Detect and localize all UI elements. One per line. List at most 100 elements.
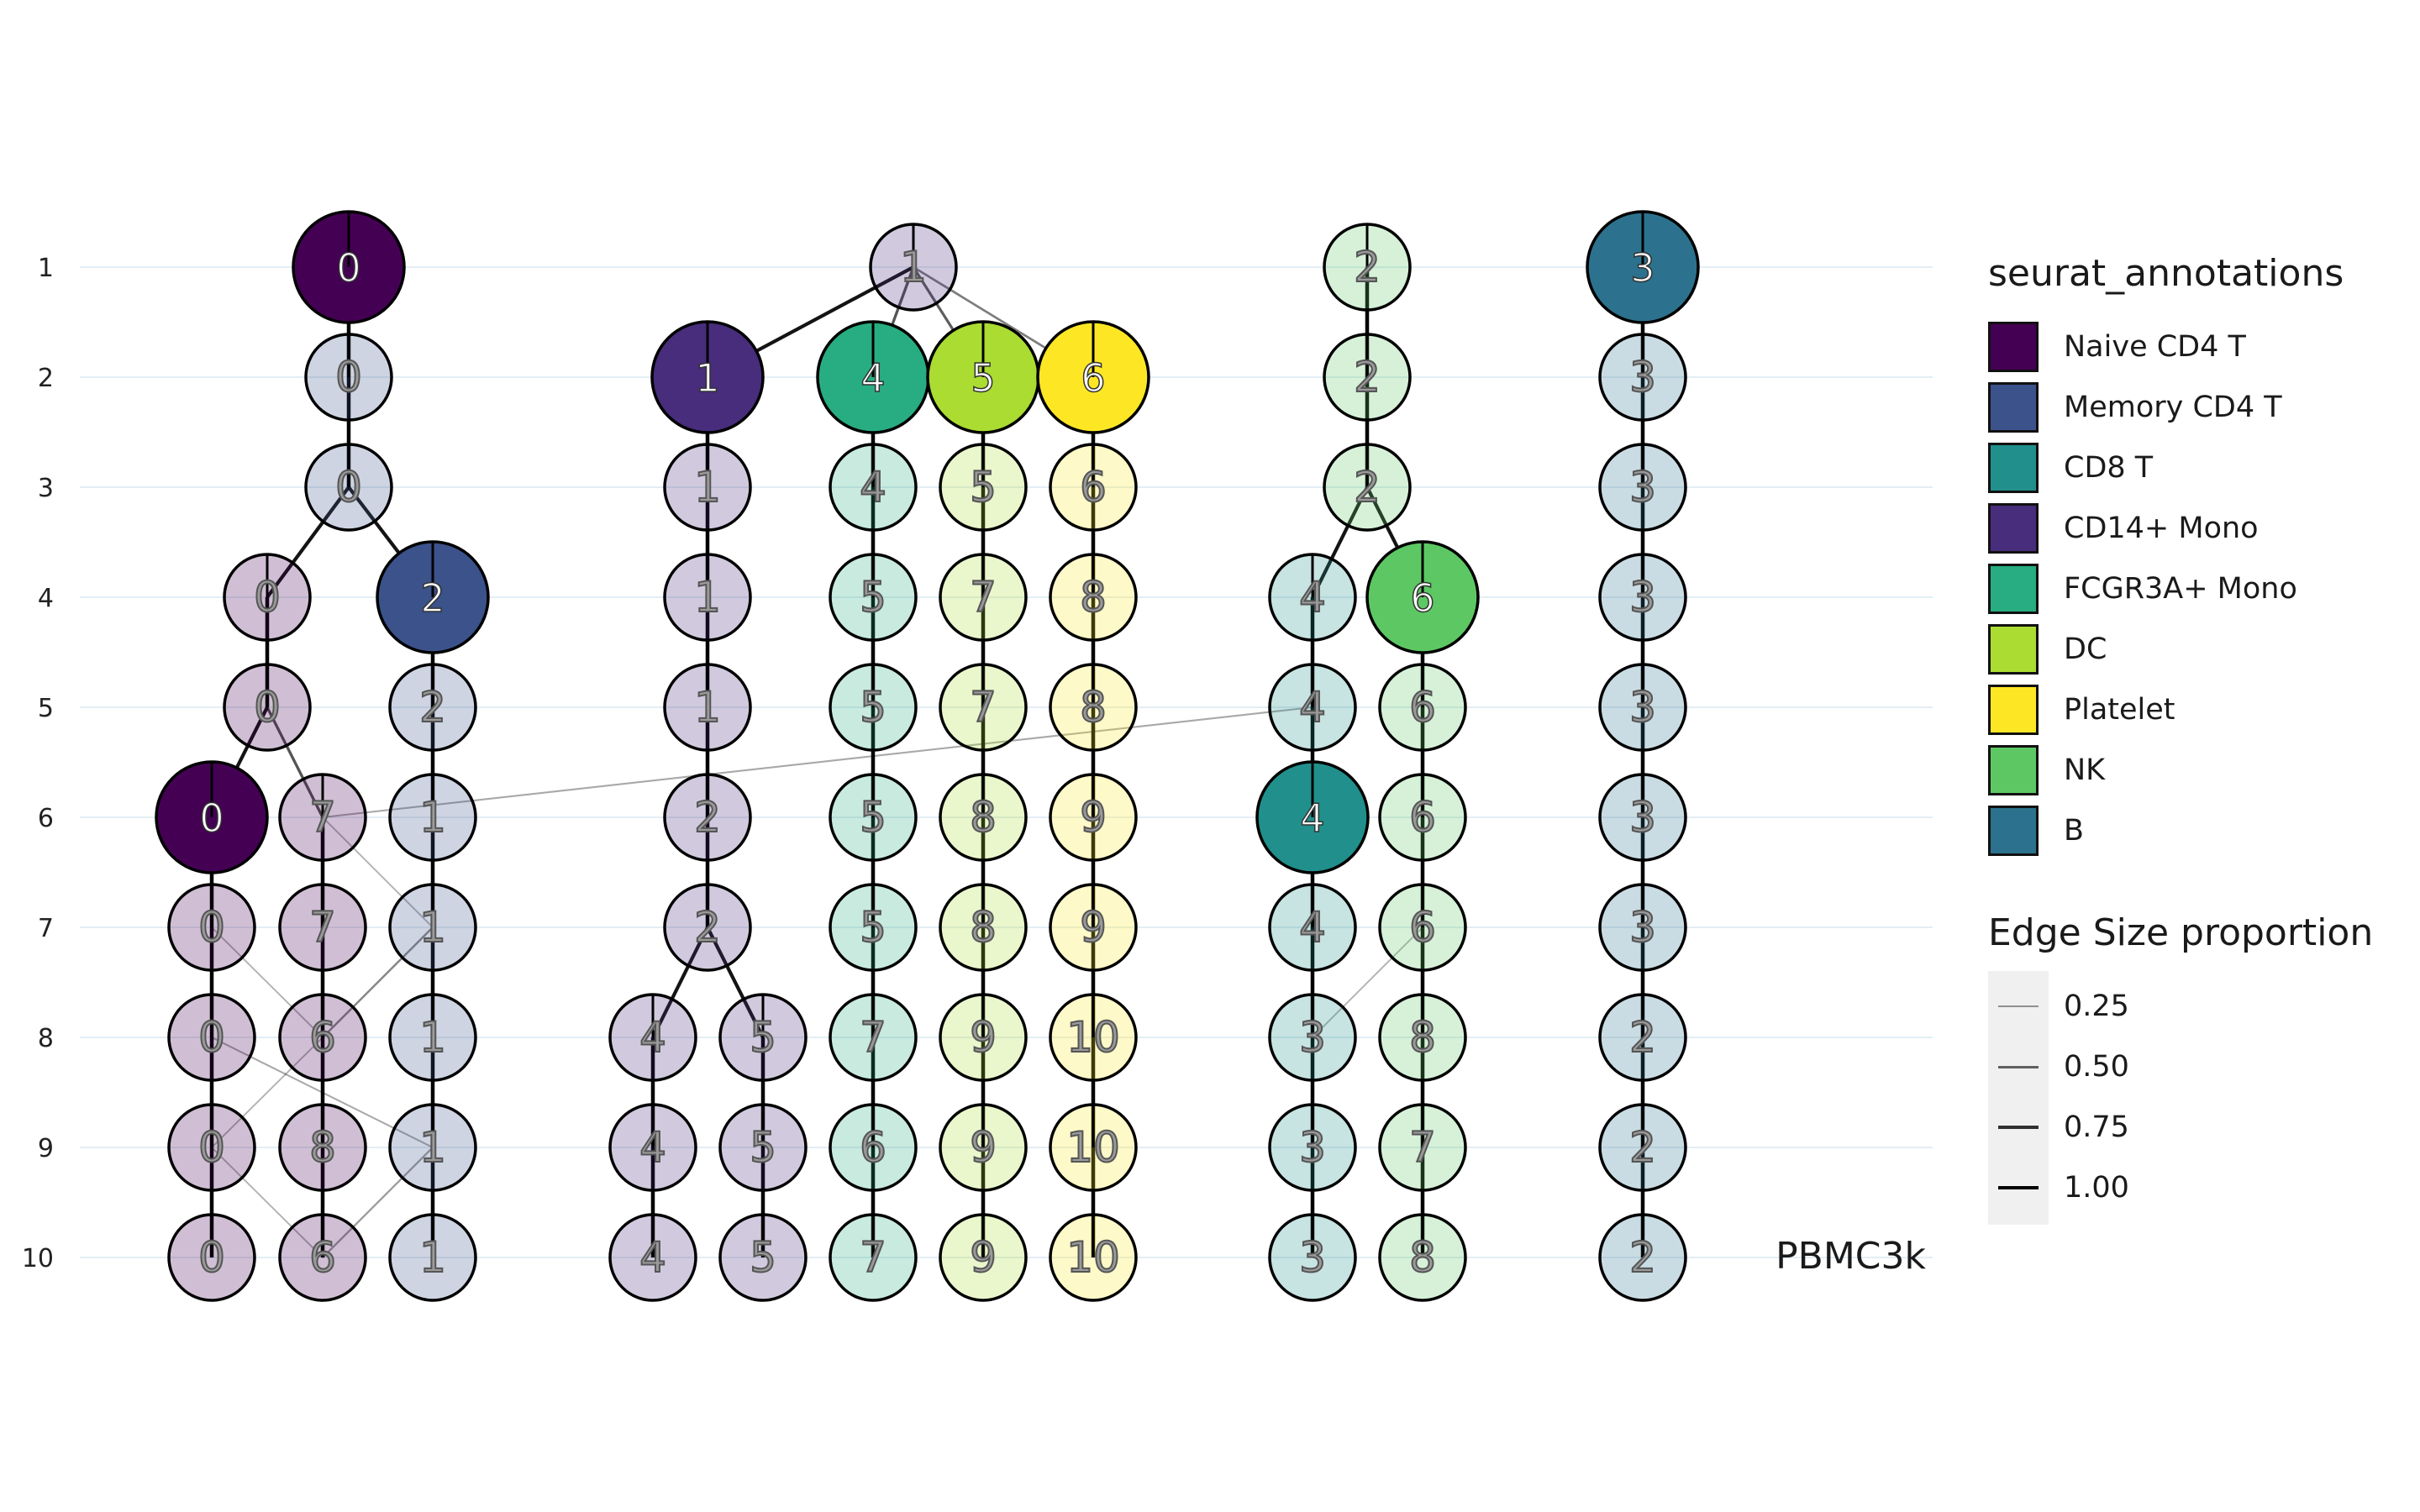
node-cluster-label: 9 (970, 1013, 997, 1062)
legend-item: Naive CD4 T (1988, 317, 2408, 377)
node-cluster-label: 7 (309, 793, 336, 842)
tree-node: 2 (1323, 223, 1412, 312)
edge-legend-items: 0.25 0.50 0.75 1.00 (1988, 976, 2408, 1218)
edge-legend-item: 0.50 (1988, 1037, 2408, 1097)
tree-node: 6 (1365, 540, 1480, 654)
node-cluster-label: 3 (1629, 463, 1656, 512)
tree-node: 3 (1268, 1213, 1357, 1302)
tree-node: 0 (167, 883, 256, 972)
node-cluster-label: 1 (694, 573, 721, 622)
tree-node: 3 (1598, 773, 1687, 862)
edge-legend-item: 0.25 (1988, 976, 2408, 1037)
legend-title: seurat_annotations (1988, 252, 2344, 295)
tree-node: 5 (829, 883, 918, 972)
tree-node: 1 (869, 223, 958, 312)
node-cluster-label: 5 (860, 573, 886, 622)
y-tick-label: 2 (38, 364, 54, 393)
legend-label: Memory CD4 T (2064, 391, 2282, 424)
edge-legend-line (1998, 1126, 2039, 1129)
edge-legend-line (1998, 1005, 2039, 1008)
edge-legend-item: 0.75 (1988, 1097, 2408, 1158)
node-cluster-label: 1 (419, 1123, 446, 1172)
node-cluster-label: 3 (1629, 353, 1656, 402)
node-cluster-label: 7 (970, 683, 997, 732)
node-cluster-label: 7 (309, 903, 336, 952)
node-cluster-label: 0 (198, 1233, 225, 1282)
legend-swatch (1988, 564, 2039, 614)
tree-node: 5 (926, 320, 1040, 434)
legend-swatch (1988, 806, 2039, 856)
node-cluster-label: 4 (860, 355, 885, 401)
tree-node: 5 (829, 773, 918, 862)
tree-node: 3 (1598, 553, 1687, 642)
tree-node: 1 (663, 663, 752, 752)
node-cluster-label: 6 (860, 1123, 886, 1172)
tree-node: 0 (223, 553, 312, 642)
tree-node: 6 (278, 1213, 367, 1302)
tree-node: 2 (1598, 1213, 1687, 1302)
legend-item: DC (1988, 619, 2408, 680)
tree-node: 6 (278, 993, 367, 1082)
edge-legend-line (1998, 1185, 2039, 1190)
tree-node: 3 (1586, 210, 1700, 324)
node-cluster-label: 3 (1299, 1123, 1326, 1172)
tree-edge (211, 1147, 324, 1258)
edge-legend-label: 1.00 (2064, 1171, 2129, 1205)
tree-node: 4 (1268, 883, 1357, 972)
node-cluster-label: 1 (419, 793, 446, 842)
tree-node: 1 (388, 773, 477, 862)
tree-node: 2 (1598, 993, 1687, 1082)
edge-legend-label: 0.25 (2064, 990, 2129, 1023)
legend-label: CD14+ Mono (2064, 512, 2259, 545)
tree-node: 9 (939, 1103, 1028, 1192)
tree-node: 0 (223, 663, 312, 752)
node-cluster-label: 2 (1354, 243, 1381, 291)
tree-node: 10 (1049, 993, 1138, 1082)
tree-node: 8 (1049, 553, 1138, 642)
node-cluster-label: 2 (694, 793, 721, 842)
tree-node: 6 (829, 1103, 918, 1192)
node-cluster-label: 5 (750, 1013, 776, 1062)
node-cluster-label: 2 (420, 575, 445, 621)
edge-legend-line (1998, 1065, 2039, 1068)
tree-node: 8 (1378, 1213, 1467, 1302)
legend-label: Platelet (2064, 693, 2175, 727)
node-cluster-label: 1 (419, 1233, 446, 1282)
node-cluster-label: 4 (1300, 795, 1324, 841)
legend-panel: seurat_annotations Naive CD4 T Memory CD… (1988, 252, 2408, 1225)
node-cluster-label: 0 (335, 353, 362, 402)
node-cluster-label: 4 (639, 1123, 666, 1172)
tree-edge (322, 706, 1313, 819)
node-cluster-label: 8 (970, 903, 997, 952)
tree-node: 1 (388, 993, 477, 1082)
tree-node: 2 (1598, 1103, 1687, 1192)
tree-edge (266, 706, 324, 818)
legend-label: DC (2064, 633, 2107, 666)
node-cluster-label: 0 (198, 1013, 225, 1062)
tree-node: 1 (663, 553, 752, 642)
tree-node: 0 (292, 210, 406, 324)
node-cluster-label: 6 (309, 1013, 336, 1062)
node-cluster-label: 9 (1080, 793, 1107, 842)
tree-node: 7 (939, 663, 1028, 752)
node-cluster-label: 1 (419, 1013, 446, 1062)
legend-label: FCGR3A+ Mono (2064, 572, 2297, 606)
tree-node: 4 (1268, 663, 1357, 752)
tree-node: 9 (1049, 883, 1138, 972)
node-cluster-label: 2 (1629, 1233, 1656, 1282)
edge-legend-title: Edge Size proportion (1988, 911, 2374, 954)
tree-node: 9 (1049, 773, 1138, 862)
tree-node: 1 (388, 883, 477, 972)
legend-swatch (1988, 443, 2039, 493)
node-cluster-label: 0 (336, 245, 360, 291)
tree-node: 10 (1049, 1213, 1138, 1302)
tree-node: 6 (1049, 443, 1138, 532)
node-cluster-label: 2 (694, 903, 721, 952)
tree-node: 5 (718, 1103, 808, 1192)
legend-swatch (1988, 685, 2039, 735)
node-cluster-label: 9 (970, 1123, 997, 1172)
legend-item: CD14+ Mono (1988, 498, 2408, 559)
tree-node: 4 (608, 1213, 697, 1302)
node-cluster-label: 0 (198, 1123, 225, 1172)
